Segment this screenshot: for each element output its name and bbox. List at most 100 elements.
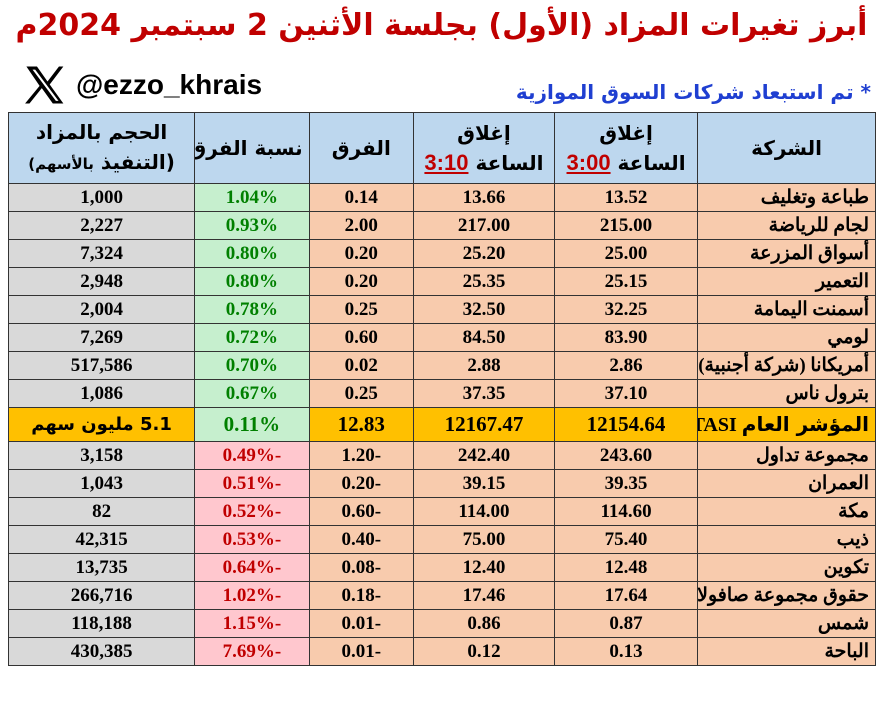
company-name: مكة [697,497,876,526]
x-logo-icon [25,66,64,104]
pct-change: 0.67% [194,379,310,408]
table-row: التعمير 25.15 25.35 0.20 0.80% 2,948 [7,267,876,296]
close-310: 12.40 [412,553,555,582]
table-row: مجموعة تداول 243.60 242.40 -1.20 -0.49% … [7,441,876,470]
close-310: 75.00 [412,525,555,554]
header-close-310: إغلاق الساعة 3:10 [412,112,555,184]
close-300: 32.25 [553,295,699,324]
company-name: مجموعة تداول [697,441,876,470]
close-300: 114.60 [553,497,699,526]
close-310: 0.86 [412,609,555,638]
company-name: لجام للرياضة [697,211,876,240]
close-300: 25.15 [553,267,699,296]
pct-change: 0.80% [194,239,310,268]
diff: -0.08 [308,553,414,582]
company-name: العمران [697,469,876,498]
index-pct-change: 0.11% [194,407,310,442]
pct-change: 0.70% [194,351,310,380]
pct-change: 0.80% [194,267,310,296]
close-300: 75.40 [553,525,699,554]
index-volume: 5.1 مليون سهم [7,407,196,442]
table-row: مكة 114.60 114.00 -0.60 -0.52% 82 [7,497,876,526]
table-row: ذيب 75.40 75.00 -0.40 -0.53% 42,315 [7,525,876,554]
auction-volume: 13,735 [7,553,196,582]
header-volume: الحجم بالمزاد (التنفيذ بالأسهم) [7,112,196,184]
close-310: 217.00 [412,211,555,240]
pct-change: -0.51% [194,469,310,498]
close-310: 84.50 [412,323,555,352]
diff: 2.00 [308,211,414,240]
close-310: 25.35 [412,267,555,296]
auction-volume: 3,158 [7,441,196,470]
close-310: 32.50 [412,295,555,324]
index-name: المؤشر العام TASI [697,407,876,442]
close-300: 37.10 [553,379,699,408]
close-310: 242.40 [412,441,555,470]
close-300: 0.87 [553,609,699,638]
table-row: حقوق مجموعة صافولا 17.64 17.46 -0.18 -1.… [7,581,876,610]
close-310: 13.66 [412,183,555,212]
company-name: لومي [697,323,876,352]
company-name: التعمير [697,267,876,296]
pct-change: 1.04% [194,183,310,212]
close-300: 2.86 [553,351,699,380]
diff: -0.60 [308,497,414,526]
close-300: 215.00 [553,211,699,240]
table-row: لجام للرياضة 215.00 217.00 2.00 0.93% 2,… [7,211,876,240]
auction-volume: 266,716 [7,581,196,610]
header-pct: نسبة الفرق [194,112,310,184]
close-300: 39.35 [553,469,699,498]
pct-change: -1.02% [194,581,310,610]
close-310: 114.00 [412,497,555,526]
index-diff: 12.83 [308,407,414,442]
auction-volume: 430,385 [7,637,196,666]
diff: -0.01 [308,637,414,666]
close-310: 39.15 [412,469,555,498]
diff: 0.25 [308,379,414,408]
diff: 0.25 [308,295,414,324]
auction-volume: 82 [7,497,196,526]
close-300: 12.48 [553,553,699,582]
page-title: أبرز تغيرات المزاد (الأول) بجلسة الأثنين… [15,8,868,43]
diff: 0.60 [308,323,414,352]
diff: -0.20 [308,469,414,498]
diff: 0.02 [308,351,414,380]
close-310: 17.46 [412,581,555,610]
pct-change: -0.53% [194,525,310,554]
pct-change: -1.15% [194,609,310,638]
table-row: شمس 0.87 0.86 -0.01 -1.15% 118,188 [7,609,876,638]
close-300: 13.52 [553,183,699,212]
company-name: تكوين [697,553,876,582]
auction-volume: 118,188 [7,609,196,638]
table-row: بترول ناس 37.10 37.35 0.25 0.67% 1,086 [7,379,876,408]
index-close-310: 12167.47 [412,407,555,442]
auction-volume: 7,324 [7,239,196,268]
auction-volume: 2,004 [7,295,196,324]
author-handle-block: @ezzo_khrais [22,60,262,110]
diff: 0.20 [308,239,414,268]
table-row: أسمنت اليمامة 32.25 32.50 0.25 0.78% 2,0… [7,295,876,324]
company-name: شمس [697,609,876,638]
diff: -0.40 [308,525,414,554]
close-300: 17.64 [553,581,699,610]
pct-change: -0.52% [194,497,310,526]
auction-volume: 1,000 [7,183,196,212]
auction-volume: 517,586 [7,351,196,380]
pct-change: -0.49% [194,441,310,470]
auction-changes-table: الشركة إغلاق الساعة 3:00 إغلاق الساعة 3:… [7,112,876,666]
diff: 0.20 [308,267,414,296]
index-close-300: 12154.64 [553,407,699,442]
exclusion-note: * تم استبعاد شركات السوق الموازية [515,80,871,104]
header-diff: الفرق [308,112,414,184]
table-row: الباحة 0.13 0.12 -0.01 -7.69% 430,385 [7,637,876,666]
table-row: أسواق المزرعة 25.00 25.20 0.20 0.80% 7,3… [7,239,876,268]
company-name: طباعة وتغليف [697,183,876,212]
company-name: حقوق مجموعة صافولا [697,581,876,610]
pct-change: 0.93% [194,211,310,240]
table-row: تكوين 12.48 12.40 -0.08 -0.64% 13,735 [7,553,876,582]
diff: 0.14 [308,183,414,212]
header-close-300: إغلاق الساعة 3:00 [553,112,699,184]
auction-volume: 1,086 [7,379,196,408]
pct-change: -0.64% [194,553,310,582]
table-row: العمران 39.35 39.15 -0.20 -0.51% 1,043 [7,469,876,498]
